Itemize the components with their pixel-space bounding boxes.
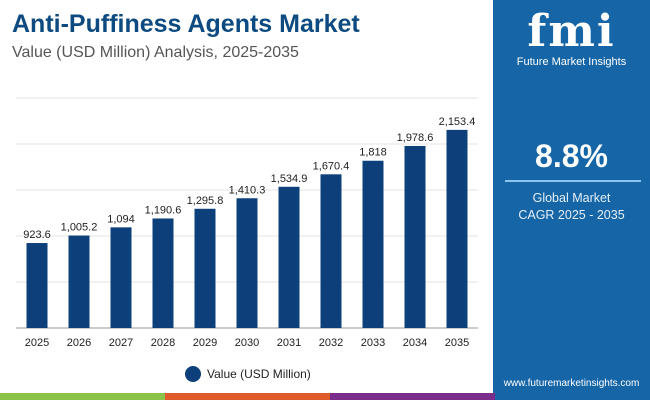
bar [26,243,48,328]
data-label: 923.6 [23,229,51,241]
chart-title: Anti-Puffiness Agents Market [12,10,360,38]
logo-name: Future Market Insights [516,56,627,68]
x-tick-label: 2027 [109,337,133,349]
x-tick-label: 2030 [235,337,259,349]
data-label: 1,670.4 [313,160,350,172]
data-label: 1,978.6 [397,132,434,144]
fmi-logo: fmi Future Market Insights [493,6,650,69]
x-tick-label: 2028 [151,337,175,349]
color-stripe [330,393,495,400]
bar [152,218,174,328]
side-panel: fmi Future Market Insights 8.8% Global M… [493,0,650,393]
bar-chart: 923.6 2025 1,005.2 2026 1,094 2027 1,190.6 2028… [16,97,478,349]
x-tick-label: 2035 [445,337,469,349]
website-link[interactable]: www.futuremarketinsights.com [503,378,640,389]
x-tick-label: 2029 [193,337,217,349]
bar [362,160,384,328]
bar [110,227,132,328]
x-tick-label: 2031 [277,337,301,349]
cagr-label: Global Market CAGR 2025 - 2035 [493,190,650,224]
data-label: 1,005.2 [61,222,98,234]
bar [68,235,90,328]
logo-mark: fmi [527,6,616,57]
cagr-label-line1: Global Market [532,191,611,205]
cagr-label-line2: CAGR 2025 - 2035 [518,208,625,222]
legend-label: Value (USD Million) [207,367,311,381]
data-label: 1,818 [359,147,387,159]
bar [278,186,300,328]
legend: Value (USD Million) [185,366,311,382]
bar [404,145,426,328]
color-stripe [0,393,165,400]
data-label: 1,534.9 [271,173,308,185]
bar [320,174,342,328]
x-tick-label: 2034 [403,337,427,349]
x-tick-label: 2025 [25,337,49,349]
bar [194,208,216,328]
x-tick-label: 2032 [319,337,343,349]
data-label: 1,190.6 [145,204,182,216]
data-label: 2,153.4 [439,116,476,128]
legend-swatch [185,366,201,382]
bar [236,198,258,328]
bar [446,129,468,328]
data-label: 1,295.8 [187,195,224,207]
data-label: 1,410.3 [229,184,266,196]
chart-subtitle: Value (USD Million) Analysis, 2025-2035 [12,44,299,61]
cagr-value: 8.8% [535,138,608,174]
x-tick-label: 2033 [361,337,385,349]
color-stripe [165,393,330,400]
color-stripe [495,393,650,400]
x-tick-label: 2026 [67,337,91,349]
data-label: 1,094 [107,213,135,225]
divider [505,180,641,182]
